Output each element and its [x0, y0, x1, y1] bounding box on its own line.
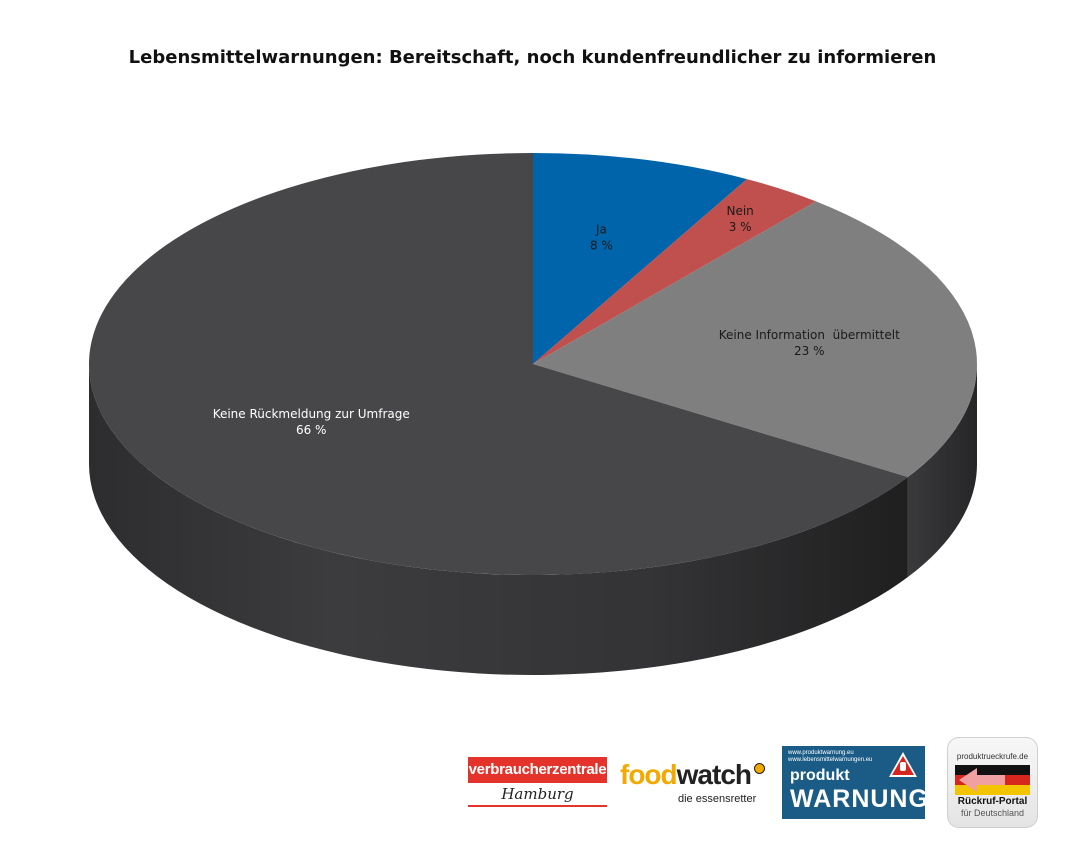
slice-label-value-3: 66 % [296, 423, 327, 437]
produktwarnung-urls: www.produktwarnung.eu www.lebensmittelwa… [788, 750, 872, 764]
slice-label-value-2: 23 % [794, 344, 825, 358]
produktwarnung-word1: produkt [790, 767, 850, 784]
rueckruf-portal-title: Rückruf-Portal [957, 796, 1028, 807]
pie-side-2-0 [907, 364, 977, 578]
rueckruf-portal-logo: produktrueckrufe.de Rückruf-Portal für D… [947, 737, 1038, 828]
pie-side-3-0 [89, 364, 908, 675]
verbraucherzentrale-logo: verbraucherzentrale Hamburg [468, 757, 607, 810]
slice-label-category-1: Nein [726, 204, 753, 218]
produktwarnung-logo: www.produktwarnung.eu www.lebensmittelwa… [782, 746, 928, 819]
produktwarnung-word2: WARNUNG [790, 785, 929, 813]
produktwarnung-url2: www.lebensmittelwarnungen.eu [788, 757, 873, 763]
pie-slice-1 [533, 179, 817, 364]
foodwatch-logo: foodwatch die essensretter [620, 760, 765, 808]
chart-title: Lebensmittelwarnungen: Bereitschaft, noc… [128, 47, 937, 68]
foodwatch-watch: watch [676, 759, 752, 790]
rueckruf-portal-subtitle: für Deutschland [960, 808, 1025, 818]
foodwatch-food: food [620, 759, 678, 790]
slice-label-category-0: Ja [595, 222, 607, 236]
pie-slice-3 [88, 153, 908, 575]
verbraucherzentrale-city: Hamburg [468, 783, 607, 807]
slice-label-value-0: 8 % [590, 238, 613, 252]
rueckruf-portal-url: produktrueckrufe.de [956, 752, 1029, 761]
slice-label-value-1: 3 % [729, 220, 752, 234]
slice-label-category-2: Keine Information übermittelt [719, 328, 900, 342]
verbraucherzentrale-wordmark: verbraucherzentrale [468, 757, 607, 783]
produktwarnung-url1: www.produktwarnung.eu [788, 750, 854, 756]
pie-slice-2 [533, 201, 978, 478]
pie-slice-0 [533, 153, 747, 364]
foodwatch-dot-icon [754, 763, 765, 774]
foodwatch-tagline: die essensretter [678, 793, 757, 805]
warning-hand-icon [889, 752, 917, 777]
foodwatch-wordmark: foodwatch [620, 760, 760, 790]
slice-label-category-3: Keine Rückmeldung zur Umfrage [213, 407, 410, 421]
arrow-flag-icon [955, 765, 1030, 795]
